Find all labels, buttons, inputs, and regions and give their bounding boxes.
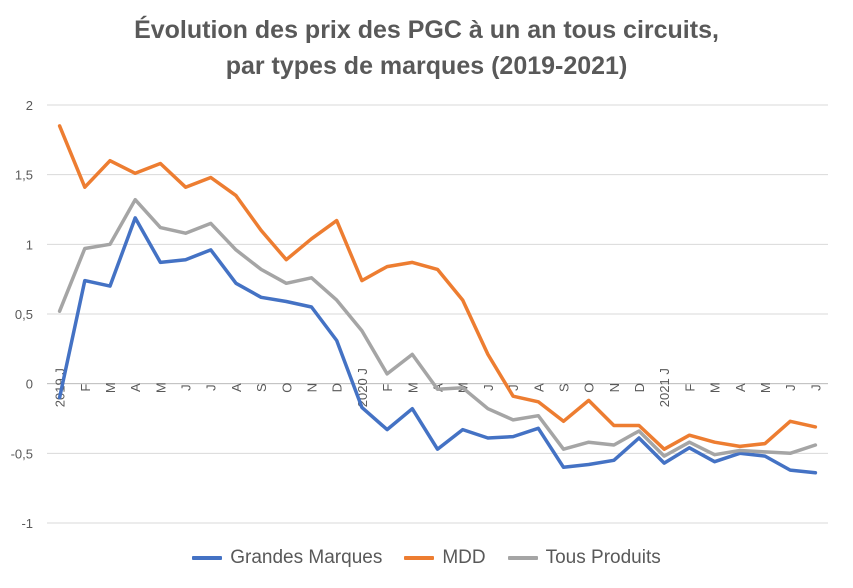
series-line-grandes-marques — [57, 216, 818, 475]
y-tick-label: 2 — [26, 98, 33, 113]
x-tick-label: J — [179, 384, 194, 391]
legend-label-mdd: MDD — [442, 547, 486, 568]
x-tick-label: F — [78, 384, 93, 392]
x-tick-label: O — [279, 383, 294, 393]
chart-legend: Grandes Marques MDD Tous Produits — [0, 547, 853, 569]
x-tick-label: 2020 J — [355, 368, 370, 407]
legend-swatch-mdd — [404, 556, 435, 560]
x-tick-label: 2021 J — [657, 368, 672, 407]
x-tick-label: M — [758, 382, 773, 393]
x-tick-label: J — [481, 384, 496, 391]
series-line-tous-produits — [57, 197, 818, 458]
series-line-mdd — [57, 124, 818, 451]
legend-swatch-grandes-marques — [192, 556, 223, 560]
x-tick-label: A — [128, 383, 143, 392]
legend-swatch-tous-produits — [507, 556, 538, 560]
x-tick-label: J — [506, 384, 521, 391]
x-tick-label: D — [632, 383, 647, 392]
legend-item-tous-produits: Tous Produits — [507, 547, 661, 569]
x-tick-label: N — [607, 383, 622, 392]
y-tick-label: 0,5 — [15, 307, 33, 322]
chart-title: Évolution des prix des PGC à un an tous … — [0, 12, 853, 84]
y-tick-label: 1,5 — [15, 168, 33, 183]
x-tick-label: J — [204, 384, 219, 391]
chart-title-line-2: par types de marques (2019-2021) — [225, 52, 628, 80]
x-tick-label: J — [808, 384, 823, 391]
legend-item-grandes-marques: Grandes Marques — [192, 547, 382, 569]
x-tick-label: A — [531, 383, 546, 392]
chart-title-line-1: Évolution des prix des PGC à un an tous … — [134, 16, 719, 44]
x-tick-label: M — [103, 382, 118, 393]
legend-item-mdd: MDD — [404, 547, 486, 569]
x-tick-label: O — [582, 383, 597, 393]
x-tick-label: M — [708, 382, 723, 393]
x-tick-label: J — [783, 384, 798, 391]
x-tick-label: F — [380, 384, 395, 392]
x-tick-label: M — [405, 382, 420, 393]
x-tick-label: D — [330, 383, 345, 392]
x-tick-label: S — [254, 383, 269, 392]
x-tick-label: S — [556, 383, 571, 392]
y-tick-label: 0 — [26, 377, 33, 392]
y-tick-label: 1 — [26, 237, 33, 252]
y-tick-label: -1 — [21, 516, 33, 531]
legend-label-grandes-marques: Grandes Marques — [230, 547, 383, 568]
y-tick-label: -0,5 — [11, 446, 33, 461]
x-tick-label: M — [153, 382, 168, 393]
legend-label-tous-produits: Tous Produits — [545, 547, 661, 568]
x-tick-label: N — [305, 383, 320, 392]
x-tick-label: A — [733, 383, 748, 392]
x-tick-label: A — [229, 383, 244, 392]
x-tick-label: F — [682, 384, 697, 392]
